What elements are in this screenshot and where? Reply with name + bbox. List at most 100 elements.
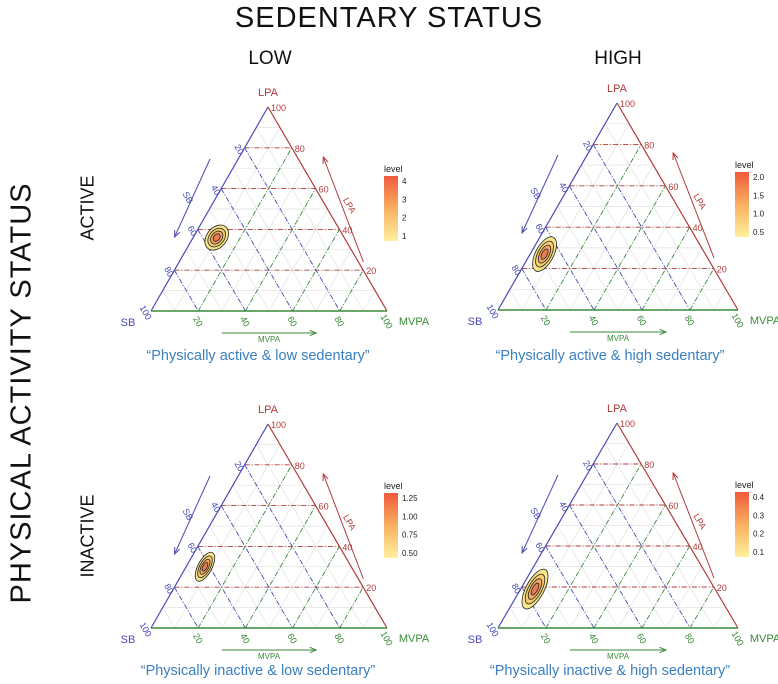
sb-corner-label: SB	[121, 634, 136, 646]
grid-line	[162, 607, 175, 629]
grid-line	[363, 607, 376, 629]
grid-line	[232, 168, 317, 312]
sb-direction-arrow	[174, 475, 211, 555]
mvpa-tick-label: 100	[730, 629, 746, 647]
mvpa-corner-label: MVPA	[399, 633, 430, 645]
lpa-axis-edge	[267, 423, 388, 629]
legend-tick-label: 0.50	[402, 549, 418, 558]
grid-line	[185, 566, 223, 629]
legend-tick-label: 0.5	[753, 228, 765, 237]
lpa-tick-label: 40	[693, 542, 703, 552]
mvpa-direction-label: MVPA	[258, 652, 281, 661]
grid-line	[569, 164, 654, 311]
mvpa-major-line	[245, 188, 316, 312]
sb-direction-arrow-head	[174, 546, 181, 556]
sb-axis-edge	[497, 102, 618, 311]
sb-tick-label: 80	[510, 263, 524, 277]
legend-tick-label: 1.0	[753, 210, 765, 219]
mvpa-tick-label: 40	[238, 315, 252, 329]
sb-tick-label: 60	[533, 541, 547, 555]
grid-line	[185, 249, 223, 312]
sb-direction-arrow	[521, 154, 559, 234]
legend-title: level	[735, 480, 754, 490]
sb-direction-arrow	[521, 474, 559, 554]
sb-corner-label: SB	[468, 634, 483, 646]
mvpa-tick-label: 60	[635, 632, 649, 646]
mvpa-direction-label: MVPA	[258, 335, 281, 344]
sb-tick-label: 20	[581, 139, 595, 153]
mvpa-tick-label: 100	[730, 311, 746, 329]
sb-major-line	[220, 505, 293, 629]
lpa-tick-label: 100	[620, 99, 635, 109]
ternary-panel-2: 20 20 20 40 40 40 60 60 60 80 80 80 100 100 100 LPA SB MV…	[121, 404, 430, 661]
lpa-tick-label: 20	[717, 265, 727, 275]
lpa-corner-label: LPA	[607, 403, 628, 415]
mvpa-tick-label: 40	[238, 632, 252, 646]
sb-major-line	[592, 463, 691, 629]
lpa-tick-label: 80	[295, 461, 305, 471]
legend-tick-label: 0.2	[753, 530, 765, 539]
grid-line	[604, 123, 715, 311]
mvpa-tick-label: 100	[379, 312, 395, 330]
sb-major-line	[220, 188, 293, 312]
grid-line	[255, 127, 364, 312]
grid-line	[557, 206, 619, 311]
sb-tick-label: 60	[533, 222, 547, 236]
lpa-direction-label: LPA	[341, 513, 358, 532]
mvpa-corner-label: MVPA	[750, 315, 778, 327]
mvpa-direction-arrow-head	[659, 646, 668, 654]
grid-line	[268, 525, 328, 629]
grid-line	[221, 485, 305, 629]
sb-major-line	[174, 269, 199, 312]
sb-tick-label: 100	[485, 302, 501, 320]
grid-line	[315, 249, 352, 312]
mvpa-corner-label: MVPA	[399, 316, 430, 328]
mvpa-tick-label: 60	[285, 632, 299, 646]
density-contour	[212, 233, 221, 242]
sb-direction-arrow-head	[521, 545, 528, 555]
legend-title: level	[735, 160, 754, 170]
grid-line	[162, 290, 175, 312]
mvpa-corner-label: MVPA	[750, 633, 778, 645]
sb-tick-label: 100	[138, 303, 154, 321]
mvpa-direction-label: MVPA	[607, 334, 630, 343]
lpa-direction-arrow-head	[322, 472, 329, 482]
caption-active-low: “Physically active & low sedentary”	[146, 348, 370, 364]
mvpa-major-line	[689, 268, 715, 311]
mvpa-major-line	[545, 144, 642, 311]
grid-line	[665, 566, 703, 629]
legend-tick-label: 0.3	[753, 511, 765, 520]
sb-direction-label: SB	[181, 190, 196, 205]
mvpa-tick-label: 40	[587, 632, 601, 646]
mvpa-tick-label: 40	[587, 314, 601, 328]
lpa-tick-label: 40	[693, 223, 703, 233]
lpa-tick-label: 80	[644, 140, 654, 150]
lpa-tick-label: 80	[644, 460, 654, 470]
lpa-axis-edge	[616, 102, 739, 311]
grid-line	[509, 607, 523, 629]
sb-axis-edge	[150, 106, 269, 312]
mvpa-major-line	[339, 586, 364, 629]
mvpa-major-line	[593, 504, 666, 629]
grid-line	[363, 290, 376, 312]
main-title: SEDENTARY STATUS	[234, 2, 544, 34]
lpa-tick-label: 40	[342, 542, 352, 552]
sb-tick-label: 40	[209, 500, 223, 514]
grid-line	[713, 289, 727, 311]
legend-colorbar	[735, 492, 749, 557]
mvpa-major-line	[641, 545, 690, 629]
lpa-direction-label: LPA	[341, 196, 358, 215]
density-contour	[201, 562, 209, 572]
legend-tick-label: 0.1	[753, 548, 765, 557]
legend-colorbar	[384, 493, 398, 558]
sb-direction-label: SB	[528, 186, 543, 201]
grid-line	[580, 484, 667, 629]
ternary-panel-3: 20 20 20 40 40 40 60 60 60 80 80 80 100 100 100 LPA SB MV…	[468, 403, 778, 661]
lpa-direction-arrow-head	[322, 155, 329, 165]
sb-direction-arrow-head	[174, 229, 181, 239]
grid-line	[569, 484, 654, 629]
mvpa-direction-label: MVPA	[607, 652, 630, 661]
legend-tick-label: 0.75	[402, 531, 418, 540]
mvpa-major-line	[641, 226, 690, 311]
sb-tick-label: 20	[581, 459, 595, 473]
